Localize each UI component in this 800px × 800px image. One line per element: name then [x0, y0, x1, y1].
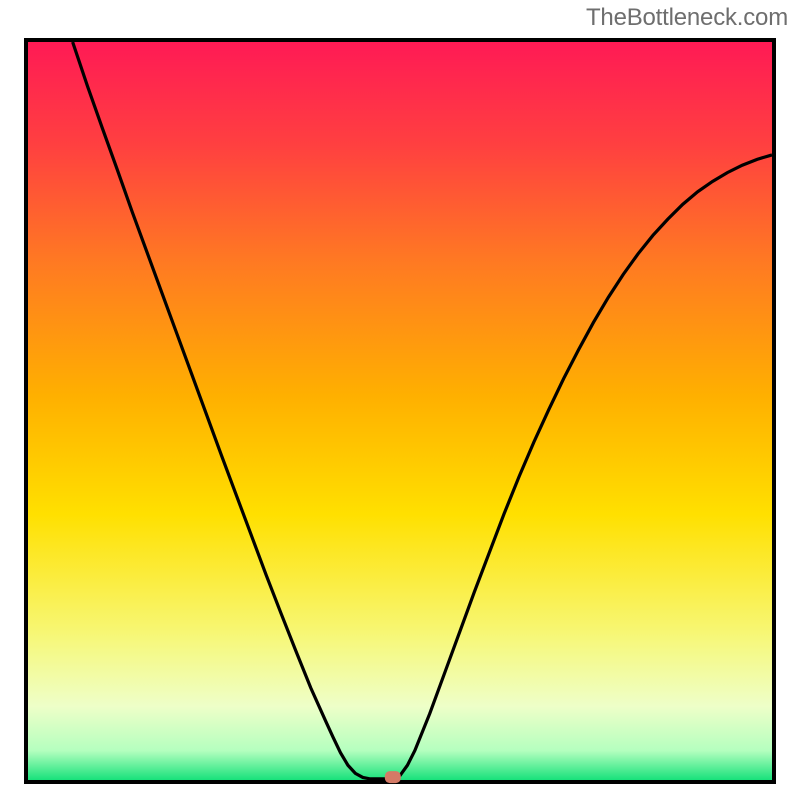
chart-canvas: TheBottleneck.com — [0, 0, 800, 800]
bottleneck-curve — [28, 42, 772, 780]
watermark-label: TheBottleneck.com — [586, 4, 788, 32]
plot-area — [24, 38, 776, 784]
optimal-point-marker — [384, 771, 400, 783]
